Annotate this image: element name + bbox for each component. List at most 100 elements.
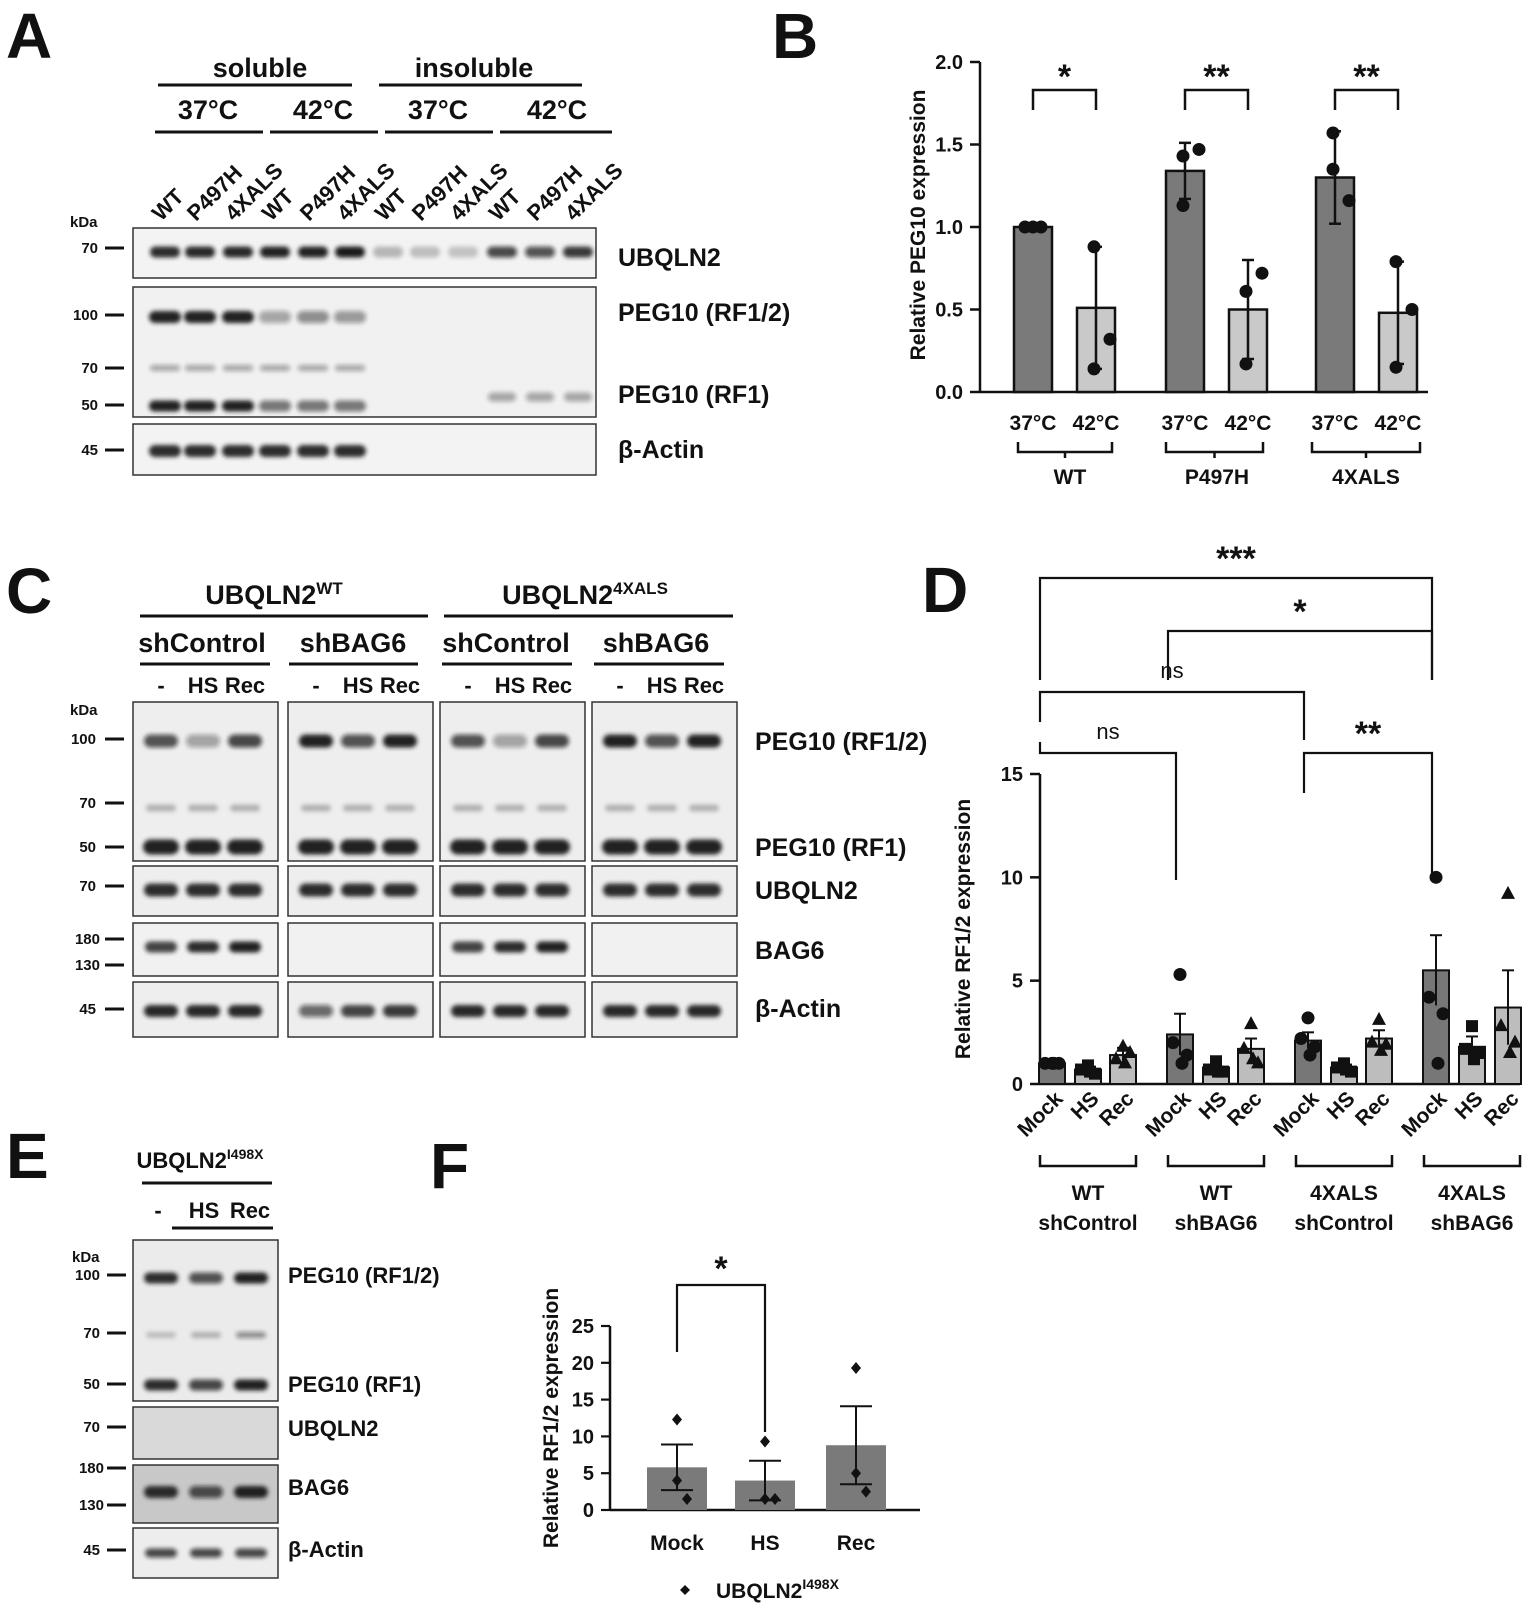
data-point [1176, 199, 1190, 213]
panel-label-b: B [772, 0, 818, 72]
data-point [1342, 194, 1356, 208]
group-label: 4XALS [1332, 466, 1400, 489]
significance-label: ns [1096, 719, 1119, 744]
band-label: β-Actin [618, 436, 704, 464]
data-point [1212, 1065, 1224, 1078]
band [144, 1272, 178, 1284]
lane-label: - [157, 673, 164, 698]
y-tick-label: 20 [572, 1353, 594, 1375]
significance-bracket [1183, 88, 1250, 110]
band [373, 246, 403, 258]
y-tick-label: 0.5 [935, 300, 963, 322]
band-label: PEG10 (RF1/2) [288, 1263, 440, 1288]
x-tick-label: 37°C [1162, 412, 1209, 435]
legend-marker [680, 1585, 690, 1595]
band [189, 1379, 223, 1391]
data-point [1301, 1011, 1315, 1025]
y-tick-label: 0.0 [935, 382, 963, 404]
data-point [1326, 162, 1340, 176]
marker: 70 [79, 795, 96, 812]
band-label: UBQLN2 [288, 1416, 378, 1441]
x-tick-label: HS [750, 1532, 779, 1555]
band [150, 246, 180, 258]
band [343, 804, 373, 812]
band [184, 445, 216, 457]
data-point [1501, 885, 1515, 899]
band [334, 445, 366, 457]
group-bracket [1294, 1155, 1394, 1168]
band [189, 1486, 223, 1498]
significance-bracket [1038, 742, 1178, 880]
data-point [1173, 967, 1187, 981]
marker: 180 [75, 931, 100, 948]
x-tick-label: Rec [837, 1532, 876, 1555]
data-point [1118, 1055, 1132, 1069]
band [383, 1005, 417, 1017]
band [228, 883, 262, 897]
band [537, 804, 567, 812]
data-point [682, 1492, 692, 1505]
genotype-label: UBQLN24XALS [502, 579, 668, 610]
lane-label: Rec [380, 673, 420, 698]
band [235, 1548, 267, 1558]
data-point [1166, 1036, 1180, 1050]
fraction-insoluble: insoluble [415, 53, 534, 83]
data-point [1047, 1056, 1061, 1070]
y-axis-label: Relative RF1/2 expression [952, 799, 975, 1059]
band [564, 392, 592, 402]
group-bracket [1164, 442, 1265, 454]
y-tick-label: 2.0 [935, 52, 963, 74]
x-tick-label: Mock [1141, 1087, 1195, 1141]
band [385, 804, 415, 812]
band [234, 1379, 268, 1391]
y-tick-label: 1.5 [935, 135, 963, 157]
band-label: UBQLN2 [618, 244, 721, 272]
shrna-label: shControl [138, 628, 266, 658]
band [493, 883, 527, 897]
band [492, 839, 528, 855]
panel-label-a: A [6, 0, 52, 72]
band [184, 311, 216, 323]
temp-label: 42°C [293, 95, 353, 125]
data-point [770, 1492, 780, 1505]
band [144, 1379, 178, 1391]
data-point [1372, 1011, 1386, 1025]
band [410, 246, 440, 258]
data-point [1459, 1042, 1471, 1055]
data-point [1192, 142, 1206, 156]
band [297, 445, 329, 457]
band [149, 445, 181, 457]
panel-label-d: D [922, 554, 968, 626]
significance-label: ** [1355, 715, 1382, 753]
data-point [1294, 1032, 1308, 1046]
significance-bracket [1038, 576, 1434, 680]
band [602, 839, 638, 855]
band-label: PEG10 (RF1/2) [755, 728, 927, 756]
panel-label-c: C [6, 555, 52, 627]
lane-label: Rec [225, 673, 265, 698]
group-label: WT [1054, 466, 1087, 489]
band [188, 804, 218, 812]
band [603, 734, 637, 748]
band [185, 365, 215, 371]
band [494, 941, 526, 953]
chart-f: Relative RF1/2 expression 0 5 10 15 20 25 Moc… [540, 1250, 920, 1603]
marker: 50 [79, 839, 96, 856]
data-point [1123, 1045, 1137, 1058]
band [645, 1005, 679, 1017]
band [228, 1005, 262, 1017]
marker: 70 [83, 1419, 100, 1436]
band-label: BAG6 [288, 1475, 349, 1500]
data-point [1084, 1065, 1096, 1078]
x-tick-label: 42°C [1375, 412, 1422, 435]
genotype-label: UBQLN2WT [205, 579, 343, 610]
lane-label: HS [647, 673, 678, 698]
band [297, 400, 329, 412]
band-label: PEG10 (RF1) [755, 834, 906, 862]
lane-label: WT [147, 183, 189, 225]
data-point [1239, 357, 1253, 371]
band [259, 445, 291, 457]
band [259, 400, 291, 412]
data-point [1255, 266, 1269, 280]
band-label: β-Actin [288, 1537, 364, 1562]
